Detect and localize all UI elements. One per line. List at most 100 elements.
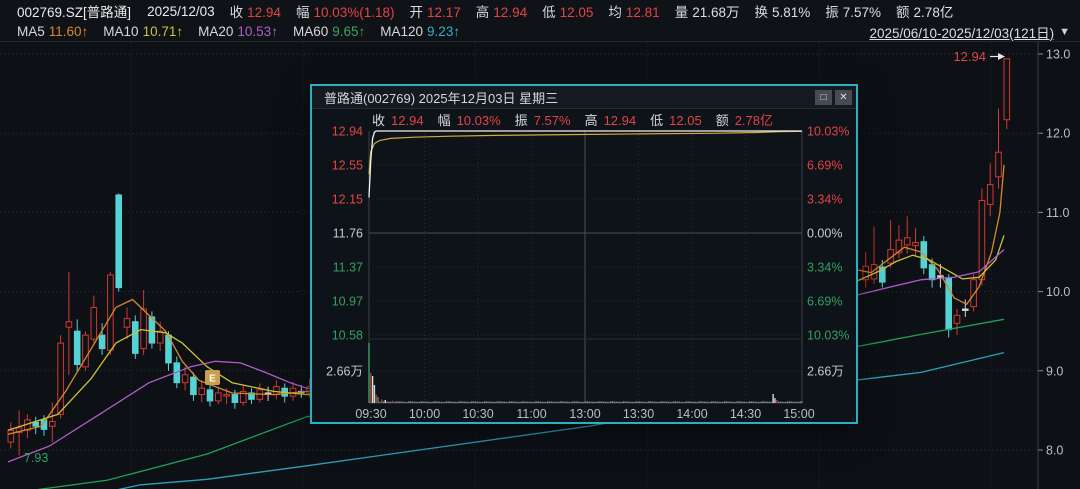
volume-bar <box>480 401 482 403</box>
volume-bar <box>624 401 626 403</box>
stock-symbol[interactable]: 002769.SZ[普路通] <box>17 5 132 20</box>
intraday-chart[interactable]: 12.94 10.03% 12.55 6.69% 12.15 3.34% 11.76 0.00… <box>312 109 856 422</box>
volume-bar <box>774 398 776 403</box>
volume-bar <box>653 401 655 403</box>
volume-bar <box>658 401 661 403</box>
volume-bar <box>779 401 782 403</box>
volume-bar <box>640 401 643 403</box>
popup-left-axis-label: 12.55 <box>332 159 363 173</box>
candle-body <box>962 308 969 311</box>
volume-bar <box>754 401 756 403</box>
volume-bar <box>402 401 404 403</box>
candle-body <box>273 386 280 396</box>
candle-body <box>248 392 255 400</box>
volume-bar <box>790 401 792 403</box>
volume-bar <box>521 401 524 403</box>
volume-bar <box>799 401 801 403</box>
volume-bar <box>671 401 673 403</box>
stat-value: 12.94 <box>247 5 281 20</box>
quote-stat: 高 12.94 <box>476 1 527 21</box>
volume-bar <box>682 401 684 403</box>
close-icon[interactable]: ✕ <box>835 89 852 105</box>
volume-bar <box>566 401 569 403</box>
volume-bar <box>431 401 433 403</box>
volume-bar <box>597 401 599 403</box>
ma-value: 9.65↑ <box>332 24 366 39</box>
volume-bar <box>788 401 791 403</box>
candle-body <box>90 306 98 340</box>
volume-bar <box>593 401 596 403</box>
candle-body <box>123 318 131 328</box>
volume-bar <box>656 401 659 403</box>
volume-bar <box>523 401 525 403</box>
volume-bar <box>602 401 605 403</box>
volume-bar <box>380 399 383 403</box>
popup-stat: 高 12.94 <box>585 110 637 129</box>
stat-label: 额 <box>896 5 910 20</box>
candle-body <box>1003 58 1011 121</box>
volume-bar <box>655 401 657 403</box>
ma-value: 11.60↑ <box>48 24 89 39</box>
event-badge[interactable] <box>205 370 220 385</box>
candle-body <box>156 330 164 344</box>
volume-bar <box>638 401 641 403</box>
time-axis-label: 13:00 <box>569 407 600 421</box>
volume-bar <box>379 401 381 403</box>
volume-bar <box>675 401 677 403</box>
volume-bar <box>676 401 679 403</box>
stat-value: 5.81% <box>771 5 811 20</box>
popup-stat-value: 12.05 <box>669 113 702 128</box>
volume-bar <box>758 401 760 403</box>
candle-body <box>73 330 81 365</box>
candle-body <box>57 342 64 415</box>
volume-bar <box>662 401 664 403</box>
daily-candlestick-chart[interactable]: 13.0 12.0 11.0 10.0 9.0 8.0 E 12.94 7.93 <box>0 42 1080 489</box>
volume-bar <box>703 401 706 403</box>
popup-stat: 收 12.94 <box>372 110 424 129</box>
volume-bar <box>642 401 644 403</box>
popup-volume-label: 2.66万 <box>807 365 844 379</box>
volume-bar <box>792 401 794 403</box>
volume-bar <box>586 401 589 403</box>
volume-bar <box>678 401 681 403</box>
candle-body <box>148 316 156 344</box>
volume-bar <box>628 401 630 403</box>
volume-bar <box>647 401 650 403</box>
volume-bar <box>732 401 735 403</box>
volume-bar <box>554 401 556 403</box>
popup-left-axis-label: 11.76 <box>333 227 363 241</box>
popup-stat-value: 2.78亿 <box>734 113 774 128</box>
arrow-right-icon <box>998 53 1005 60</box>
volume-bar <box>541 401 543 403</box>
volume-bar <box>375 394 377 403</box>
volume-bar <box>752 401 754 403</box>
volume-bar <box>759 401 762 403</box>
candle-body <box>7 429 15 443</box>
volume-bar <box>395 401 397 403</box>
volume-bar <box>420 401 423 403</box>
volume-bar <box>413 401 415 403</box>
volume-bar <box>635 401 637 403</box>
range-selector[interactable]: 2025/06/10-2025/12/03(121日) ▼ <box>869 22 1070 42</box>
popup-titlebar[interactable]: 普路通(002769) 2025年12月03日 星期三 □ ✕ <box>312 86 856 109</box>
volume-bar <box>765 401 767 403</box>
time-axis-label: 09:30 <box>355 407 386 421</box>
volume-bar <box>619 401 621 403</box>
low-price-label: 7.93 <box>24 451 48 465</box>
volume-bar <box>590 401 592 403</box>
candle-body <box>928 264 936 281</box>
volume-bar <box>801 401 803 403</box>
volume-bar <box>750 401 753 403</box>
volume-bar <box>478 401 480 403</box>
volume-bar <box>534 401 536 403</box>
volume-bar <box>563 401 565 403</box>
volume-bar <box>633 401 635 403</box>
ma-label: MA20 <box>198 24 234 39</box>
volume-bar <box>608 401 610 403</box>
volume-bar <box>564 401 567 403</box>
maximize-icon[interactable]: □ <box>815 89 832 105</box>
volume-bar <box>687 401 690 403</box>
volume-bar <box>660 401 662 403</box>
volume-bar <box>458 401 460 403</box>
